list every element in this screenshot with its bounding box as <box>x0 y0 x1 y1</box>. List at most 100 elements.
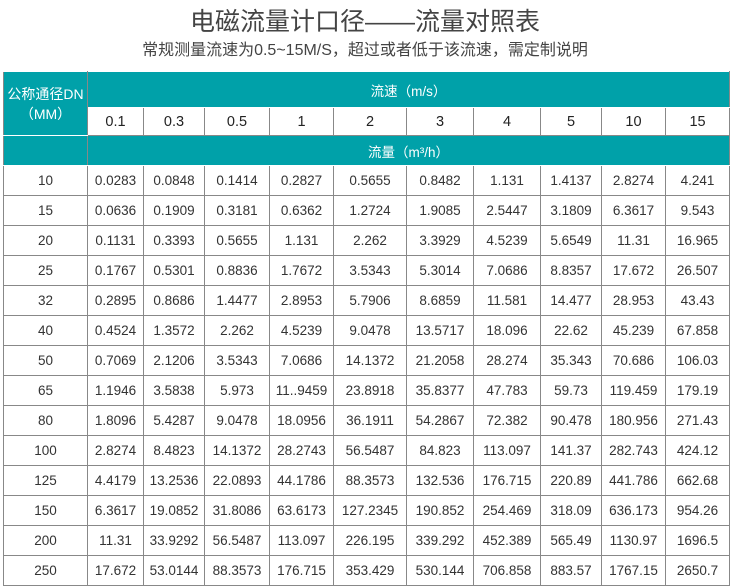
flow-cell: 67.858 <box>664 315 730 346</box>
flow-cell: 2.5447 <box>473 195 541 226</box>
flow-cell: 254.469 <box>473 495 541 526</box>
flow-cell: 353.429 <box>333 555 407 586</box>
flow-cell: 1.3572 <box>143 315 205 346</box>
table-row: 32 0.2895 0.8686 1.4477 2.8953 5.7906 8.6859 11… <box>3 285 730 316</box>
flow-cell: 954.26 <box>664 495 730 526</box>
flow-cell: 28.274 <box>473 345 541 376</box>
flow-cell: 14.477 <box>540 285 602 316</box>
velocity-cell: 0.1 <box>87 107 144 136</box>
dn-cell: 100 <box>3 435 88 466</box>
table-row: 65 1.1946 3.5838 5.973 11..9459 23.8918 35.837… <box>3 375 730 406</box>
flow-cell: 179.19 <box>664 375 730 406</box>
flow-cell: 4.4179 <box>87 465 144 496</box>
flow-cell: 18.096 <box>473 315 541 346</box>
flow-cell: 0.3181 <box>204 195 270 226</box>
flow-cell: 35.343 <box>540 345 602 376</box>
dn-header-label: 公称通径DN <box>7 85 84 102</box>
velocity-cell: 4 <box>473 107 541 136</box>
flow-cell: 14.1372 <box>333 345 407 376</box>
flow-cell: 339.292 <box>406 525 474 556</box>
flow-cell: 282.743 <box>601 435 666 466</box>
flow-cell: 3.5343 <box>204 345 270 376</box>
flow-cell: 88.3573 <box>204 555 270 586</box>
flow-cell: 1696.5 <box>664 525 730 556</box>
flow-cell: 5.6549 <box>540 225 602 256</box>
flow-cell: 43.43 <box>664 285 730 316</box>
dn-cell: 25 <box>3 255 88 286</box>
flow-cell: 0.2895 <box>87 285 144 316</box>
flow-cell: 31.8086 <box>204 495 270 526</box>
flow-cell: 9.0478 <box>333 315 407 346</box>
flow-cell: 530.144 <box>406 555 474 586</box>
flow-cell: 0.1909 <box>143 195 205 226</box>
flow-cell: 176.715 <box>473 465 541 496</box>
flow-cell: 4.241 <box>664 165 730 196</box>
flow-cell: 7.0686 <box>269 345 334 376</box>
table-row: 80 1.8096 5.4287 9.0478 18.0956 36.1911 54.286… <box>3 405 730 436</box>
page-subtitle: 常规测量流速为0.5~15M/S，超过或者低于该流速，需定制说明 <box>142 42 588 59</box>
flow-cell: 1767.15 <box>601 555 666 586</box>
flow-cell: 9.543 <box>664 195 730 226</box>
flow-cell: 0.0848 <box>143 165 205 196</box>
dn-cell: 20 <box>3 225 88 256</box>
flow-cell: 72.382 <box>473 405 541 436</box>
page-title: 电磁流量计口径——流量对照表 <box>189 8 540 36</box>
table-row: 50 0.7069 2.1206 3.5343 7.0686 14.1372 21.2058… <box>3 345 730 376</box>
dn-cell: 125 <box>3 465 88 496</box>
flow-cell: 113.097 <box>473 435 541 466</box>
table-row: 25 0.1767 0.5301 0.8836 1.7672 3.5343 5.3014 7.… <box>3 255 730 286</box>
velocity-cell: 1 <box>269 107 334 136</box>
flow-cell: 56.5487 <box>333 435 407 466</box>
flow-cell: 119.459 <box>601 375 666 406</box>
table-row: 250 17.672 53.0144 88.3573 176.715 353.429 530… <box>3 555 730 586</box>
flow-cell: 565.49 <box>540 525 602 556</box>
table-row: 15 0.0636 0.1909 0.3181 0.6362 1.2724 1.9085 2.… <box>3 195 730 226</box>
flow-cell: 45.239 <box>601 315 666 346</box>
flow-cell: 226.195 <box>333 525 407 556</box>
velocity-cell: 2 <box>333 107 407 136</box>
flow-cell: 36.1911 <box>333 405 407 436</box>
flow-cell: 0.4524 <box>87 315 144 346</box>
flow-cell: 5.4287 <box>143 405 205 436</box>
flow-cell: 1.2724 <box>333 195 407 226</box>
flow-cell: 1130.97 <box>601 525 666 556</box>
table-row: 100 2.8274 8.4823 14.1372 28.2743 56.5487 84.8… <box>3 435 730 466</box>
flow-cell: 7.0686 <box>473 255 541 286</box>
velocity-cell: 0.5 <box>204 107 270 136</box>
dn-cell: 150 <box>3 495 88 526</box>
flow-cell: 1.4477 <box>204 285 270 316</box>
flow-cell: 8.6859 <box>406 285 474 316</box>
flow-cell: 2.8953 <box>269 285 334 316</box>
flow-cell: 3.1809 <box>540 195 602 226</box>
velocity-cell: 3 <box>406 107 474 136</box>
flow-cell: 220.89 <box>540 465 602 496</box>
flow-header: 流量（m³/h） <box>86 135 730 166</box>
dn-cell: 40 <box>3 315 88 346</box>
flow-cell: 441.786 <box>601 465 666 496</box>
flow-cell: 4.5239 <box>473 225 541 256</box>
flow-cell: 33.9292 <box>143 525 205 556</box>
flow-cell: 0.1767 <box>87 255 144 286</box>
flow-cell: 5.973 <box>204 375 270 406</box>
flow-cell: 21.2058 <box>406 345 474 376</box>
flow-cell: 5.7906 <box>333 285 407 316</box>
flow-cell: 0.0283 <box>87 165 144 196</box>
flow-cell: 23.8918 <box>333 375 407 406</box>
flow-cell: 9.0478 <box>204 405 270 436</box>
flow-cell: 1.9085 <box>406 195 474 226</box>
flow-cell: 2.262 <box>333 225 407 256</box>
flow-cell: 59.73 <box>540 375 602 406</box>
flow-cell: 11.581 <box>473 285 541 316</box>
flow-cell: 8.4823 <box>143 435 205 466</box>
flow-cell: 1.4137 <box>540 165 602 196</box>
flow-cell: 0.1414 <box>204 165 270 196</box>
flow-cell: 318.09 <box>540 495 602 526</box>
velocity-cell: 0.3 <box>143 107 205 136</box>
dn-cell: 80 <box>3 405 88 436</box>
flow-cell: 28.953 <box>601 285 666 316</box>
dn-cell: 50 <box>3 345 88 376</box>
flow-cell: 1.131 <box>473 165 541 196</box>
flow-cell: 8.8357 <box>540 255 602 286</box>
flow-cell: 2.8274 <box>87 435 144 466</box>
flow-cell: 56.5487 <box>204 525 270 556</box>
